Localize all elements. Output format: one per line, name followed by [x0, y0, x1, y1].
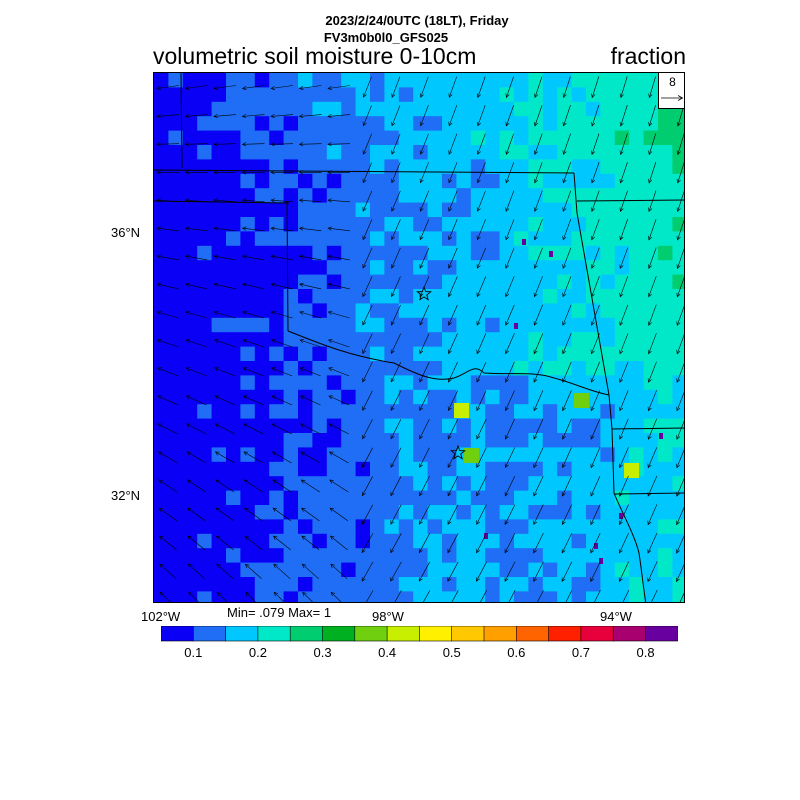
- state-border-oklahoma-arkansas: [573, 172, 610, 396]
- state-border-kansas-oklahoma: [154, 169, 575, 174]
- units-label: fraction: [610, 43, 686, 69]
- soil-moisture-map: [153, 72, 685, 603]
- lat-label-32n: 32°N: [111, 488, 141, 503]
- colorbar-swatch: [192, 626, 227, 642]
- lon-label-94w: 94°W: [600, 609, 632, 624]
- colorbar-swatch: [225, 626, 259, 642]
- colorbar-swatch: [451, 626, 485, 642]
- colorbar-tick-label: 0.5: [442, 645, 461, 660]
- colorbar-tick-label: 0.2: [248, 645, 267, 660]
- min-max-stats: Min= .079 Max= 1: [227, 605, 332, 620]
- star-icon: [450, 444, 466, 460]
- lon-label-102w: 102°W: [141, 609, 181, 624]
- main-title: volumetric soil moisture 0-10cm: [153, 43, 477, 69]
- reference-vector-label: 8: [669, 75, 676, 89]
- state-border-texas-louisiana: [608, 394, 647, 602]
- colorbar-tick-label: 0.8: [636, 645, 655, 660]
- state-border-red-river: [287, 330, 610, 396]
- model-title: FV3m0b0l0_GFS025: [323, 30, 449, 45]
- colorbar-tick-label: 0.4: [378, 645, 397, 660]
- reference-arrow-icon: [661, 95, 684, 101]
- wind-vectors: [156, 76, 684, 602]
- reference-vector-box: 8: [658, 72, 685, 109]
- colorbar-swatch: [548, 626, 582, 642]
- map-canvas: [154, 73, 684, 602]
- colorbar-tick-label: 0.6: [507, 645, 526, 660]
- state-border-colorado-kansas: [180, 73, 183, 169]
- colorbar-swatch: [161, 626, 194, 642]
- date-title: 2023/2/24/0UTC (18LT), Friday: [325, 13, 509, 28]
- colorbar-swatch: [354, 626, 388, 642]
- state-border-texas-west: [286, 200, 289, 332]
- lon-label-98w: 98°W: [372, 609, 404, 624]
- star-icon: [416, 285, 432, 301]
- state-border-arkansas-north: [576, 199, 684, 202]
- station-markers: [416, 285, 466, 460]
- colorbar-swatch: [483, 626, 517, 642]
- lat-label-36n: 36°N: [111, 225, 141, 240]
- colorbar-swatch: [580, 626, 614, 642]
- colorbar-swatch: [419, 626, 453, 642]
- colorbar-tick-label: 0.7: [571, 645, 590, 660]
- colorbar-swatch: [257, 626, 291, 642]
- moisture-grid: [154, 73, 684, 602]
- colorbar-swatch: [645, 626, 678, 642]
- colorbar: [161, 626, 678, 642]
- state-border-arkansas-east: [613, 492, 684, 495]
- colorbar-swatch: [322, 626, 356, 642]
- colorbar-swatch: [515, 626, 550, 642]
- colorbar-swatch: [612, 626, 647, 642]
- colorbar-tick-label: 0.1: [184, 645, 203, 660]
- colorbar-tick-label: 0.3: [313, 645, 332, 660]
- colorbar-swatch: [289, 626, 324, 642]
- colorbar-swatch: [386, 626, 421, 642]
